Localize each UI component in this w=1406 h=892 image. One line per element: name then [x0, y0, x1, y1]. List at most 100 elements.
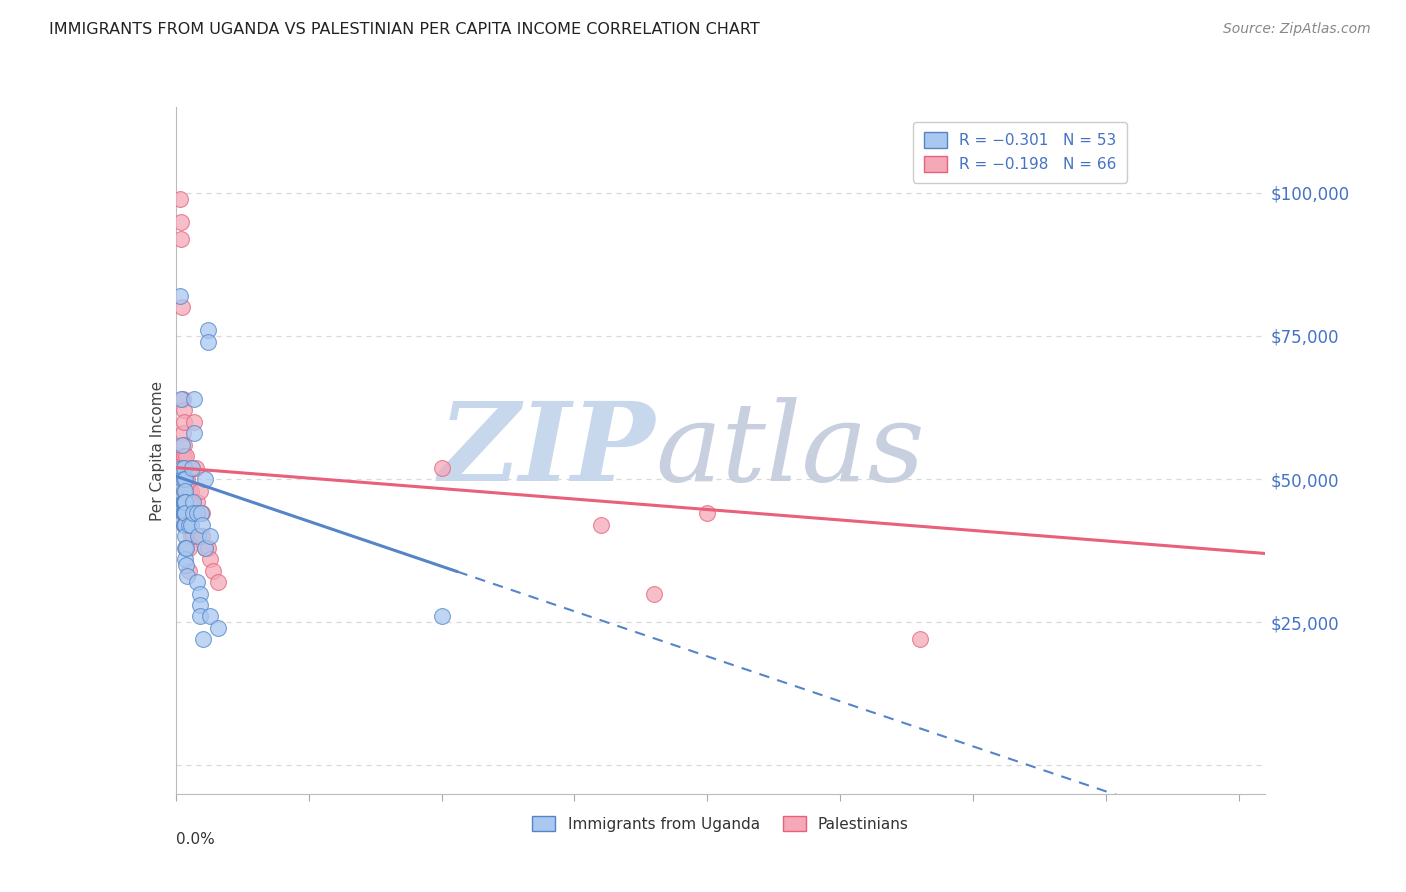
- Point: [173, 507, 195, 521]
- Point: [197, 334, 219, 349]
- Point: [172, 301, 194, 315]
- Point: [207, 575, 229, 590]
- Point: [174, 472, 197, 486]
- Point: [174, 495, 197, 509]
- Point: [176, 507, 198, 521]
- Point: [177, 483, 200, 498]
- Point: [173, 495, 195, 509]
- Point: [201, 564, 224, 578]
- Point: [173, 507, 195, 521]
- Point: [177, 495, 200, 509]
- Point: [173, 472, 195, 486]
- Point: [200, 529, 222, 543]
- Point: [170, 214, 193, 228]
- Text: 0.0%: 0.0%: [176, 831, 215, 847]
- Text: Source: ZipAtlas.com: Source: ZipAtlas.com: [1223, 22, 1371, 37]
- Point: [177, 564, 200, 578]
- Point: [169, 192, 191, 206]
- Point: [174, 541, 197, 555]
- Point: [181, 507, 204, 521]
- Point: [186, 495, 208, 509]
- Point: [176, 558, 198, 572]
- Point: [180, 507, 202, 521]
- Point: [194, 541, 217, 555]
- Point: [430, 609, 453, 624]
- Point: [173, 529, 195, 543]
- Point: [172, 392, 194, 406]
- Point: [643, 586, 665, 600]
- Point: [176, 483, 198, 498]
- Point: [194, 472, 217, 486]
- Point: [176, 569, 198, 583]
- Y-axis label: Per Capita Income: Per Capita Income: [149, 380, 165, 521]
- Point: [191, 517, 214, 532]
- Point: [176, 449, 198, 463]
- Point: [173, 507, 195, 521]
- Point: [180, 529, 202, 543]
- Point: [200, 609, 222, 624]
- Point: [170, 232, 193, 246]
- Point: [181, 529, 204, 543]
- Point: [176, 472, 198, 486]
- Point: [180, 460, 202, 475]
- Point: [589, 517, 612, 532]
- Point: [177, 507, 200, 521]
- Point: [174, 552, 197, 566]
- Point: [193, 632, 215, 647]
- Point: [174, 507, 197, 521]
- Point: [200, 552, 222, 566]
- Point: [173, 495, 195, 509]
- Point: [183, 426, 205, 441]
- Point: [173, 415, 195, 429]
- Point: [908, 632, 931, 647]
- Legend: Immigrants from Uganda, Palestinians: Immigrants from Uganda, Palestinians: [526, 810, 915, 838]
- Point: [172, 472, 194, 486]
- Point: [191, 529, 214, 543]
- Point: [188, 598, 211, 612]
- Point: [177, 517, 200, 532]
- Point: [173, 460, 195, 475]
- Point: [696, 507, 718, 521]
- Point: [172, 507, 194, 521]
- Point: [174, 483, 197, 498]
- Point: [176, 472, 198, 486]
- Point: [173, 495, 195, 509]
- Point: [186, 507, 208, 521]
- Point: [183, 392, 205, 406]
- Point: [180, 495, 202, 509]
- Point: [180, 460, 202, 475]
- Point: [174, 507, 197, 521]
- Point: [173, 507, 195, 521]
- Point: [176, 541, 198, 555]
- Point: [183, 415, 205, 429]
- Point: [180, 517, 202, 532]
- Point: [184, 507, 207, 521]
- Point: [190, 507, 212, 521]
- Point: [173, 438, 195, 452]
- Point: [176, 483, 198, 498]
- Point: [188, 483, 211, 498]
- Point: [173, 403, 195, 417]
- Point: [207, 621, 229, 635]
- Point: [169, 289, 191, 303]
- Point: [173, 483, 195, 498]
- Point: [170, 392, 193, 406]
- Point: [430, 460, 453, 475]
- Point: [176, 541, 198, 555]
- Text: IMMIGRANTS FROM UGANDA VS PALESTINIAN PER CAPITA INCOME CORRELATION CHART: IMMIGRANTS FROM UGANDA VS PALESTINIAN PE…: [49, 22, 761, 37]
- Point: [173, 460, 195, 475]
- Point: [173, 517, 195, 532]
- Point: [173, 472, 195, 486]
- Point: [188, 586, 211, 600]
- Point: [181, 495, 204, 509]
- Point: [174, 460, 197, 475]
- Point: [174, 517, 197, 532]
- Point: [172, 495, 194, 509]
- Point: [172, 438, 194, 452]
- Text: ZIP: ZIP: [439, 397, 655, 504]
- Point: [186, 575, 208, 590]
- Point: [172, 460, 194, 475]
- Point: [172, 426, 194, 441]
- Point: [197, 323, 219, 337]
- Point: [180, 507, 202, 521]
